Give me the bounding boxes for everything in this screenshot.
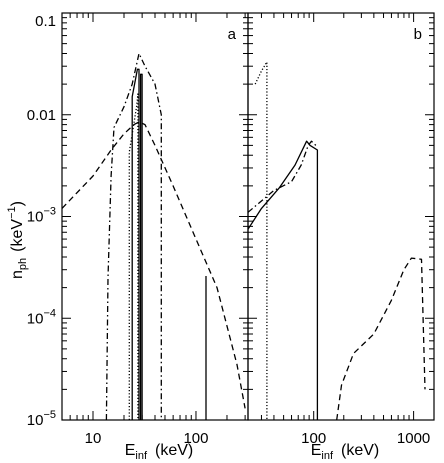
panel-frame (247, 12, 435, 421)
series-line-dashed (62, 121, 246, 409)
panel-label-a: a (228, 26, 237, 43)
series-line-dotted (128, 93, 139, 420)
panel-frame (61, 12, 249, 421)
x-tick-label: 100 (183, 430, 208, 447)
series-line-dashed (336, 257, 426, 420)
x-axis-label: Einf (keV) (125, 442, 194, 462)
x-tick-label: 1000 (397, 430, 430, 447)
panel-b: 100 1000 Einf (keV) b (247, 12, 435, 462)
y-axis-label-unit-close: ) (9, 201, 26, 206)
y-axis-label-unit-sup: −1 (6, 206, 18, 219)
y-tick-label: 10−4 (27, 307, 56, 327)
y-axis-label: nph (keV−1) (6, 201, 29, 279)
x-axis-label: Einf (keV) (311, 442, 380, 462)
panel-label-b: b (414, 26, 422, 43)
y-tick-labels: 0.1 0.01 10−3 10−4 10−5 (27, 13, 56, 429)
y-axis-label-sub: ph (17, 258, 29, 270)
y-axis-label-unit: (keV (9, 219, 26, 252)
series-line-solid (131, 68, 143, 420)
series-line-dotted (254, 61, 268, 420)
series-line-dashdot (248, 140, 317, 213)
y-tick-label: 0.1 (35, 13, 56, 30)
series-line-dashdot (105, 52, 162, 420)
x-tick-label: 10 (85, 430, 102, 447)
y-tick-label: 0.01 (27, 107, 56, 124)
series-line-solid (248, 140, 319, 420)
x-tick-label: 100 (301, 430, 326, 447)
y-tick-label: 10−5 (27, 409, 56, 429)
y-axis-label-main: n (9, 270, 26, 279)
y-tick-label: 10−3 (27, 206, 56, 226)
